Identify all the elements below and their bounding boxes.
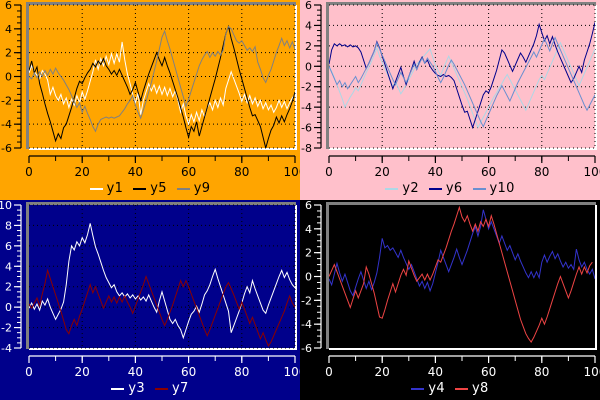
y-tick-label: 4 bbox=[305, 223, 312, 236]
y-tick-label: -6 bbox=[301, 342, 312, 355]
series-line-y2 bbox=[329, 41, 595, 129]
series-group bbox=[29, 24, 295, 148]
series-group bbox=[329, 22, 595, 130]
x-tick-label: 0 bbox=[25, 365, 33, 379]
y-tick-label: -6 bbox=[1, 142, 12, 155]
y-tick-label: 0 bbox=[5, 301, 12, 314]
x-tick-label: 100 bbox=[284, 365, 300, 379]
x-tick-label: 20 bbox=[75, 165, 90, 179]
x-tick-label: 60 bbox=[481, 365, 496, 379]
series-group bbox=[29, 223, 295, 348]
plot-canvas-4: -6-4-20246020406080100 bbox=[300, 200, 600, 400]
plot-frame-highlight-right bbox=[295, 5, 297, 150]
x-tick-label: 100 bbox=[284, 165, 300, 179]
y-tick-label: 2 bbox=[305, 40, 312, 53]
series-line-y10 bbox=[329, 36, 595, 128]
series-line-y8 bbox=[329, 205, 593, 343]
y-tick-label: -4 bbox=[301, 318, 312, 331]
y-tick-label: 6 bbox=[305, 200, 312, 212]
y-tick-label: 4 bbox=[5, 260, 12, 273]
x-tick-label: 60 bbox=[481, 165, 496, 179]
y-tick-label: -8 bbox=[301, 142, 312, 155]
plot-area bbox=[329, 205, 595, 348]
series-line-y7 bbox=[29, 268, 295, 348]
x-tick-label: 100 bbox=[584, 365, 600, 379]
x-tick-label: 80 bbox=[234, 365, 249, 379]
x-tick-label: 80 bbox=[234, 165, 249, 179]
plot-frame-highlight-right bbox=[595, 205, 597, 350]
y-tick-label: 8 bbox=[5, 219, 12, 232]
series-line-y3 bbox=[29, 223, 295, 340]
y-tick-label: 0 bbox=[5, 71, 12, 84]
x-tick-label: 0 bbox=[325, 165, 333, 179]
plot-frame-highlight-bottom bbox=[329, 348, 597, 350]
x-tick-label: 0 bbox=[25, 165, 33, 179]
plot-canvas-3: -4-20246810020406080100 bbox=[0, 200, 300, 400]
y-tick-label: -2 bbox=[1, 94, 12, 107]
x-tick-label: 60 bbox=[181, 165, 196, 179]
y-tick-label: 2 bbox=[305, 247, 312, 260]
x-tick-label: 60 bbox=[181, 365, 196, 379]
axis-ticks: -6-4-20246020406080100 bbox=[1, 0, 300, 179]
y-tick-label: -4 bbox=[1, 118, 12, 131]
y-tick-label: 0 bbox=[305, 271, 312, 284]
series-line-y4 bbox=[329, 209, 595, 297]
series-line-y9 bbox=[29, 25, 295, 133]
plot-area bbox=[29, 205, 295, 348]
x-tick-label: 20 bbox=[375, 165, 390, 179]
plot-frame-highlight-bottom bbox=[29, 148, 297, 150]
grid-lines bbox=[29, 204, 296, 349]
series-line-y1 bbox=[29, 41, 295, 126]
x-tick-label: 100 bbox=[584, 165, 600, 179]
x-tick-label: 40 bbox=[428, 365, 443, 379]
y-tick-label: 10 bbox=[0, 200, 12, 212]
plot-canvas-1: -6-4-20246020406080100 bbox=[0, 0, 300, 200]
y-tick-label: 6 bbox=[5, 240, 12, 253]
y-tick-label: -6 bbox=[301, 122, 312, 135]
y-tick-label: -2 bbox=[301, 81, 312, 94]
y-tick-label: 4 bbox=[5, 23, 12, 36]
y-tick-label: -2 bbox=[1, 322, 12, 335]
plot-frame-highlight-right bbox=[295, 205, 297, 350]
x-tick-label: 40 bbox=[128, 165, 143, 179]
axis-ticks: -8-6-4-20246020406080100 bbox=[301, 0, 600, 179]
x-tick-label: 20 bbox=[375, 365, 390, 379]
x-tick-label: 40 bbox=[428, 165, 443, 179]
y-tick-label: 6 bbox=[305, 0, 312, 12]
y-tick-label: 6 bbox=[5, 0, 12, 12]
x-tick-label: 80 bbox=[534, 365, 549, 379]
y-tick-label: 2 bbox=[5, 281, 12, 294]
x-tick-label: 40 bbox=[128, 365, 143, 379]
plot-frame-highlight-bottom bbox=[329, 148, 597, 150]
y-tick-label: 4 bbox=[305, 19, 312, 32]
plot-canvas-2: -8-6-4-20246020406080100 bbox=[300, 0, 600, 200]
series-group bbox=[329, 205, 595, 343]
plot-frame-highlight-right bbox=[595, 5, 597, 150]
y-tick-label: 2 bbox=[5, 47, 12, 60]
y-tick-label: 0 bbox=[305, 60, 312, 73]
plot-frame-highlight-bottom bbox=[29, 348, 297, 350]
y-tick-label: -4 bbox=[1, 342, 12, 355]
series-line-y5 bbox=[29, 24, 295, 148]
plot-area bbox=[329, 5, 595, 148]
y-tick-label: -2 bbox=[301, 294, 312, 307]
axis-ticks: -4-20246810020406080100 bbox=[0, 200, 300, 379]
y-tick-label: -4 bbox=[301, 101, 312, 114]
x-tick-label: 20 bbox=[75, 365, 90, 379]
x-tick-label: 0 bbox=[325, 365, 333, 379]
x-tick-label: 80 bbox=[534, 165, 549, 179]
axis-ticks: -6-4-20246020406080100 bbox=[301, 200, 600, 379]
